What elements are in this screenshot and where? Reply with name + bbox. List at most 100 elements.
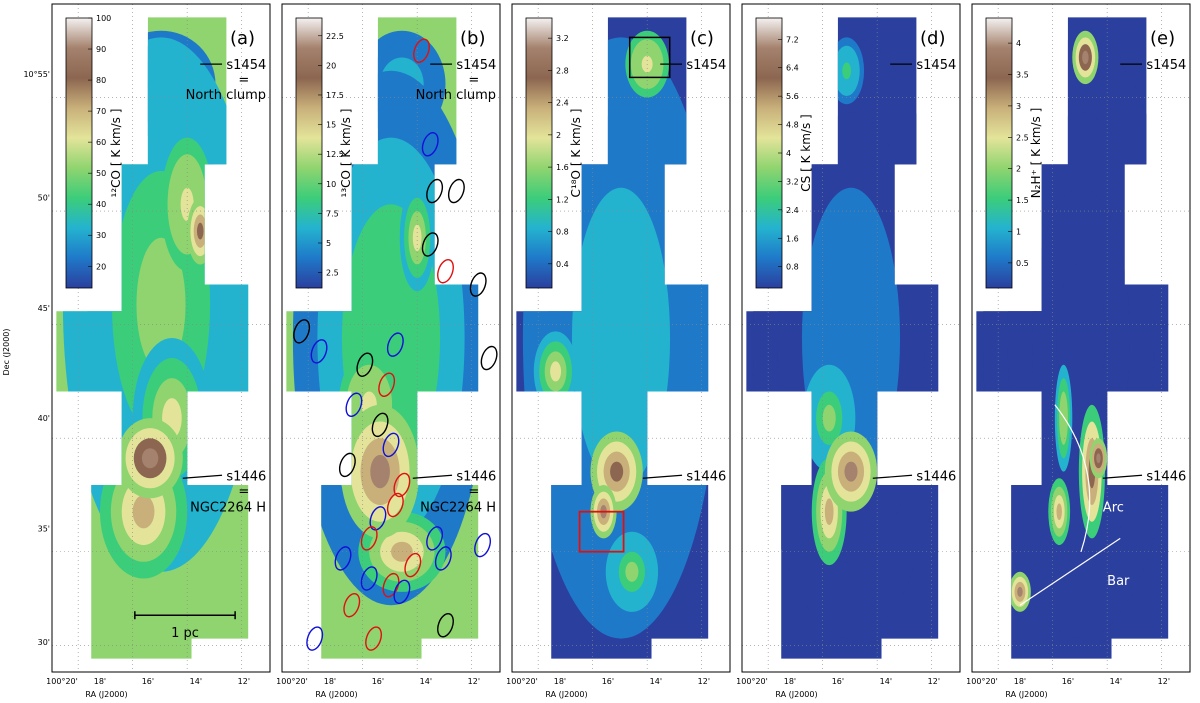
colorbar-tick-label: 1.5 <box>1016 196 1029 205</box>
label-s1446: s1446 <box>226 469 266 484</box>
colorbar <box>65 17 93 289</box>
x-axis-label: RA (J2000) <box>85 690 127 699</box>
red-ellipse <box>365 626 383 651</box>
ra-tick-label: 16' <box>1062 677 1074 686</box>
ra-tick-label: 18' <box>94 677 106 686</box>
emission-clump <box>844 461 858 482</box>
red-ellipse <box>382 572 400 598</box>
pointer-line <box>412 474 453 479</box>
ra-tick-label: 100°20' <box>736 677 768 686</box>
ra-tick-label: 12' <box>238 677 250 686</box>
panel-letter: (b) <box>460 28 485 49</box>
emission-clump <box>391 541 413 562</box>
red-box <box>578 510 625 553</box>
ra-tick-label: 14' <box>650 677 662 686</box>
emission-clump <box>625 561 639 582</box>
colorbar-tick-label: 5 <box>326 239 331 248</box>
black-ellipse <box>371 412 389 438</box>
label-ngc2264h: NGC2264 H <box>420 500 496 515</box>
panel-frame <box>971 3 1191 673</box>
colorbar-tick-label: 0.4 <box>556 260 569 269</box>
colorbar <box>755 17 783 289</box>
pointer-line <box>642 474 683 479</box>
ra-tick-label: 18' <box>784 677 796 686</box>
ra-tick-label: 100°20' <box>506 677 538 686</box>
dec-tick-label: 50' <box>38 194 50 203</box>
red-ellipse <box>378 372 396 397</box>
label-s1454: s1454 <box>916 58 956 73</box>
colorbar-label: N₂H⁺ [ K km/s ] <box>1029 108 1043 199</box>
panel-frame <box>51 3 271 673</box>
red-ellipse <box>437 258 454 284</box>
panel-b: 2.5 5 7.5 10 12.5 15 17.5 20 22.5 ¹³CO [ K km/s ]… <box>276 3 501 699</box>
label-equals: = <box>468 73 479 88</box>
colorbar-tick-label: 60 <box>96 138 106 147</box>
colorbar-tick-label: 90 <box>96 45 106 54</box>
panel-frame <box>741 3 961 673</box>
blue-ellipse <box>369 506 387 531</box>
dec-tick-label: 40' <box>38 414 50 423</box>
black-ellipse <box>338 452 356 478</box>
colorbar <box>525 17 553 289</box>
colorbar-tick-label: 80 <box>96 76 106 85</box>
ra-tick-label: 14' <box>1110 677 1122 686</box>
panel-letter: (d) <box>920 28 945 49</box>
x-axis-label: RA (J2000) <box>775 690 817 699</box>
dec-tick-label: 10°55' <box>23 70 50 79</box>
colorbar-tick-label: 3 <box>1016 102 1021 111</box>
colorbar-tick-label: 20 <box>326 61 336 70</box>
arc-curve <box>1054 404 1091 552</box>
colorbar-tick-label: 2.4 <box>786 206 799 215</box>
black-box <box>628 36 671 79</box>
emission-clump <box>824 498 834 526</box>
blue-ellipse <box>421 132 439 157</box>
colorbar-tick-label: 1.6 <box>786 234 799 243</box>
pointer-line <box>1102 474 1143 479</box>
emission-clump <box>822 404 836 432</box>
colorbar-tick-label: 6.4 <box>786 64 799 73</box>
ra-tick-label: 14' <box>420 677 432 686</box>
colorbar-label: ¹²CO [ K km/s ] <box>109 109 123 198</box>
bar-line <box>1019 537 1121 606</box>
colorbar-tick-label: 4.8 <box>786 121 799 130</box>
red-ellipse <box>404 552 422 578</box>
x-axis-label: RA (J2000) <box>315 690 357 699</box>
panel-e: 0.5 1 1.5 2 2.5 3 3.5 4 N₂H⁺ [ K km/s ] (e) s1454 s… <box>966 3 1191 699</box>
dec-tick-label: 30' <box>38 638 50 647</box>
colorbar-tick-label: 1.6 <box>556 163 569 172</box>
ra-tick-label: 12' <box>928 677 940 686</box>
dec-tick-label: 45' <box>38 304 50 313</box>
panel-frame <box>281 3 501 673</box>
label-s1446: s1446 <box>1146 469 1186 484</box>
blue-ellipse <box>426 526 444 551</box>
black-ellipse <box>469 272 487 297</box>
emission-clump <box>596 262 646 414</box>
label-s1446: s1446 <box>686 469 726 484</box>
label-s1454: s1454 <box>1146 58 1186 73</box>
panels-group: 20 30 40 50 60 70 80 90 100 ¹²CO [ K km/s ] (a) s14… <box>23 3 1191 699</box>
colorbar-tick-label: 40 <box>96 200 106 209</box>
blue-ellipse <box>434 546 452 571</box>
red-ellipse <box>413 38 430 63</box>
emission-clump <box>1082 50 1089 65</box>
black-ellipse <box>426 178 444 204</box>
emission-clump <box>842 62 851 80</box>
ra-tick-label: 18' <box>1014 677 1026 686</box>
colorbar-label: C¹⁸O [ K km/s ] <box>569 109 583 198</box>
emission-clump <box>136 237 186 372</box>
label-s1454: s1454 <box>226 58 266 73</box>
scalebar-label: 1 pc <box>171 626 199 641</box>
emission-clump <box>1056 503 1062 521</box>
emission-clump <box>132 494 155 529</box>
colorbar-tick-label: 22.5 <box>326 32 344 41</box>
colorbar-tick-label: 3.5 <box>1016 71 1029 80</box>
colorbar-tick-label: 20 <box>96 262 106 271</box>
label-s1454: s1454 <box>456 58 496 73</box>
panel-a: 20 30 40 50 60 70 80 90 100 ¹²CO [ K km/s ] (a) s14… <box>23 3 271 699</box>
colorbar <box>985 17 1013 289</box>
label-equals: = <box>468 484 479 499</box>
colorbar-tick-label: 50 <box>96 169 106 178</box>
black-ellipse <box>447 178 465 204</box>
pointer-line <box>182 474 223 479</box>
